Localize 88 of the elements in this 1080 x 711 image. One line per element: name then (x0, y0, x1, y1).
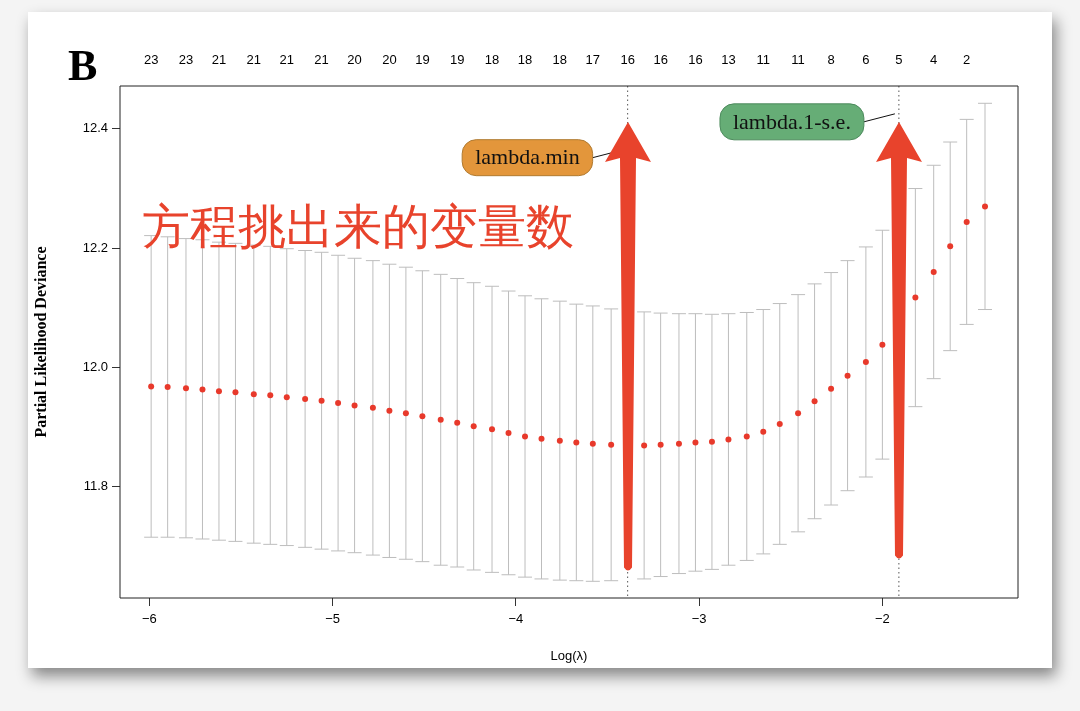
point (318, 397, 325, 404)
text: 11 (756, 52, 771, 67)
y-tick-label: 11.8 (83, 478, 108, 494)
point (776, 420, 783, 427)
text: 20 (347, 52, 362, 67)
text: 19 (415, 52, 430, 67)
text: 11 (791, 52, 805, 67)
ref-line-label: lambda.min (475, 144, 580, 170)
text: 18 (517, 52, 533, 67)
point (386, 407, 393, 414)
point (164, 384, 171, 390)
text: 18 (484, 52, 500, 67)
x-tick-label: −6 (141, 611, 157, 627)
text: 21 (246, 52, 262, 67)
point (538, 435, 545, 442)
y-tick-label: 12.2 (82, 239, 108, 255)
point (470, 423, 477, 430)
point (573, 439, 580, 446)
point (437, 416, 444, 423)
point (351, 402, 358, 409)
text: 23 (178, 52, 194, 67)
text: 17 (585, 52, 601, 67)
text: 13 (721, 52, 736, 67)
text: 6 (862, 52, 870, 67)
point (556, 437, 563, 444)
point (641, 442, 648, 449)
point (811, 398, 818, 405)
annotation: 方程挑出来的变量数 (142, 198, 574, 254)
point (844, 372, 851, 379)
point (522, 433, 529, 440)
point (182, 385, 189, 392)
point (419, 413, 426, 420)
x-axis-title: Log(λ) (550, 647, 588, 663)
text: 16 (653, 52, 668, 67)
y-tick-label: 12.4 (82, 120, 108, 136)
text: 2 (963, 52, 971, 67)
point (657, 441, 664, 448)
text: 16 (620, 52, 635, 67)
point (199, 386, 206, 393)
point (267, 392, 274, 399)
point (675, 440, 682, 447)
point (335, 400, 342, 407)
point (283, 394, 290, 401)
text: 21 (279, 52, 295, 67)
point (232, 389, 239, 396)
text: 21 (211, 52, 227, 67)
x-tick-label: −2 (874, 611, 890, 627)
point (947, 243, 954, 250)
point (215, 388, 222, 395)
point (369, 404, 376, 411)
point (912, 294, 919, 301)
point (930, 268, 937, 275)
y-tick-label: 12.0 (82, 358, 108, 374)
point (454, 419, 461, 426)
point (743, 433, 750, 440)
point (608, 441, 615, 448)
point (795, 410, 802, 417)
text: 18 (552, 52, 568, 67)
text: B (68, 41, 98, 90)
point (402, 410, 409, 417)
point (489, 426, 496, 433)
point (879, 341, 886, 348)
text: 20 (382, 52, 397, 67)
text: 21 (314, 52, 329, 67)
point (302, 395, 309, 402)
ref-line-label: lambda.1-s.e. (732, 108, 851, 134)
point (828, 385, 835, 392)
point (148, 383, 155, 390)
point (725, 436, 732, 443)
text: 19 (449, 52, 465, 67)
point (862, 358, 869, 365)
x-tick-label: −3 (691, 611, 707, 627)
point (982, 203, 989, 210)
point (760, 428, 767, 435)
x-tick-label: −5 (325, 611, 340, 627)
point (250, 391, 257, 398)
point (505, 429, 512, 436)
x-tick-label: −4 (508, 611, 524, 627)
text: 16 (688, 52, 703, 67)
text: 5 (895, 52, 903, 67)
text: 8 (827, 52, 835, 67)
text: 23 (143, 52, 159, 67)
text: 4 (930, 52, 938, 67)
point (708, 438, 715, 445)
point (692, 439, 699, 446)
point (589, 440, 596, 447)
y-axis-title: Partial Likelihood Deviance (31, 246, 49, 438)
point (963, 218, 970, 225)
